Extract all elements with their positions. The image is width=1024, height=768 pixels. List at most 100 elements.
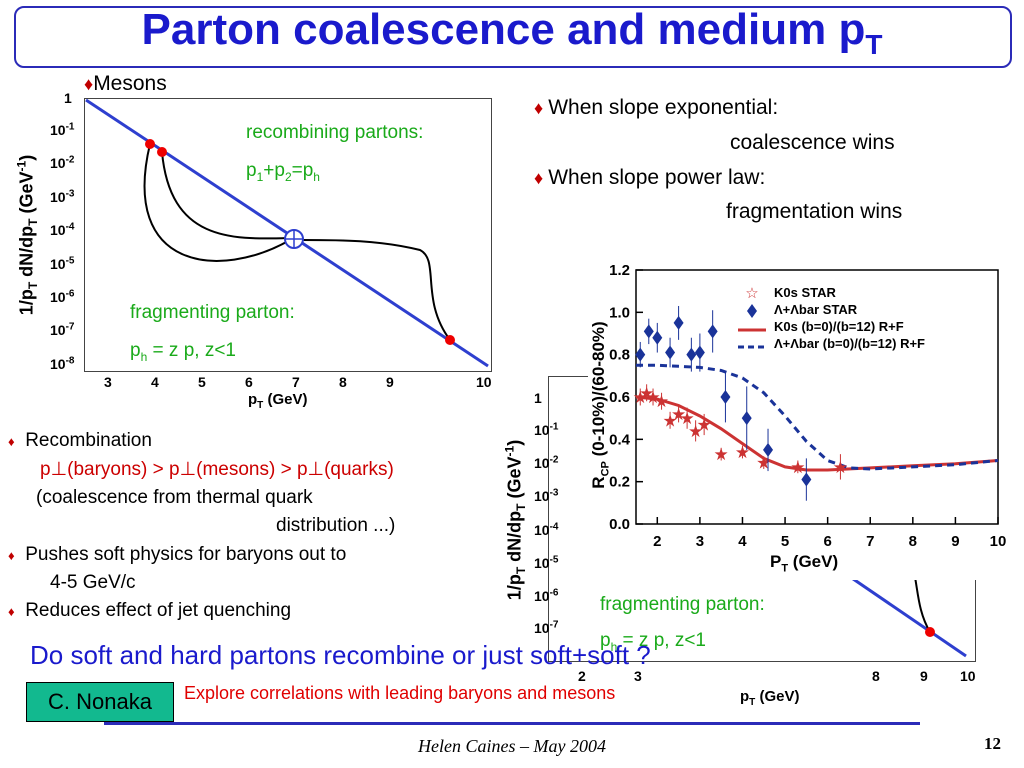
diamond-bullet-icon: ♦ (8, 604, 15, 619)
recombination-arrow (161, 151, 289, 240)
rcp-point-k0s: ★ (645, 388, 660, 408)
left-xtick: 7 (292, 374, 300, 390)
legend-diamond-icon (747, 304, 757, 318)
bottom-ytick: 10-3 (534, 487, 559, 504)
rcp-ytick-label: 0.2 (609, 474, 630, 491)
footer-divider (104, 722, 920, 725)
left-ytick: 10-4 (50, 221, 75, 238)
title-subscript: T (865, 28, 883, 60)
title-text: Parton coalescence and medium p (141, 5, 866, 54)
rcp-xtick-label: 3 (696, 533, 704, 550)
rcp-point-k0s: ★ (679, 409, 694, 429)
left-ytick: 10-5 (50, 255, 75, 272)
bottom-ytick: 10-5 (534, 554, 559, 571)
bullet-pushes: ♦ Pushes soft physics for baryons out to (8, 544, 347, 565)
legend-entry: K0s STAR (774, 285, 836, 300)
rcp-ytick-label: 0.0 (609, 516, 630, 533)
rcp-xtick-label: 4 (738, 533, 747, 550)
bullet-quenching: ♦ Reduces effect of jet quenching (8, 600, 292, 621)
legend-star-icon: ☆ (745, 284, 758, 302)
rcp-point-lambda (673, 315, 684, 330)
bottom-ytick: 10-1 (534, 421, 559, 438)
left-ytick: 10-1 (50, 121, 75, 138)
legend-entry: K0s (b=0)/(b=12) R+F (774, 319, 904, 334)
rcp-point-k0s: ★ (662, 411, 677, 431)
rcp-xtick-label: 10 (990, 533, 1007, 550)
coalescence-note: (coalescence from thermal quark (36, 487, 313, 508)
rcp-ytick-label: 1.0 (609, 304, 630, 321)
question-text: Do soft and hard partons recombine or ju… (30, 640, 651, 670)
left-xtick: 4 (151, 374, 159, 390)
bottom-xtick: 2 (578, 668, 586, 684)
bottom-xtick: 9 (920, 668, 928, 684)
rcp-point-k0s: ★ (654, 392, 669, 412)
bottom-spectrum-line (839, 568, 967, 658)
rcp-point-k0s: ★ (639, 384, 654, 404)
diamond-bullet-icon: ♦ (8, 434, 15, 449)
rcp-point-lambda (652, 330, 663, 345)
rcp-xtick-label: 5 (781, 533, 789, 550)
recombining-equation: p1+p2=ph (246, 160, 320, 184)
rcp-curve-lambda (636, 363, 999, 471)
left-ytick: 10-3 (50, 188, 75, 205)
rcp-point-k0s: ★ (756, 454, 771, 474)
rcp-point-lambda (763, 442, 774, 457)
diamond-bullet-icon: ♦ (8, 548, 15, 563)
rcp-point-lambda (694, 345, 705, 360)
distribution-note: distribution ...) (276, 515, 396, 536)
rcp-point-k0s: ★ (633, 388, 648, 408)
rcp-point-k0s: ★ (714, 445, 729, 465)
slope-exp-line: ♦ When slope exponential: (534, 96, 779, 119)
fragmenting-label: fragmenting parton: (130, 302, 295, 323)
rcp-ytick-label: 0.4 (609, 431, 631, 448)
rcp-point-lambda (707, 324, 718, 339)
pt-ordering: p⊥(baryons) > p⊥(mesons) > p⊥(quarks) (40, 459, 394, 480)
coalescence-wins: coalescence wins (730, 131, 895, 154)
rcp-xtick-label: 9 (951, 533, 959, 550)
left-ytick: 1 (64, 90, 72, 106)
rcp-xtick-label: 2 (653, 533, 661, 550)
slope-power-line: ♦ When slope power law: (534, 166, 766, 189)
rcp-ytick-label: 0.6 (609, 389, 630, 406)
left-xtick: 10 (476, 374, 492, 390)
explore-text: Explore correlations with leading baryon… (184, 683, 616, 703)
legend-entry: Λ+Λbar (b=0)/(b=12) R+F (774, 336, 925, 351)
legend-entry: Λ+Λbar STAR (774, 302, 858, 317)
rcp-xlabel: PT (GeV) (770, 552, 839, 575)
rcp-point-lambda (635, 347, 646, 362)
gev-range: 4-5 GeV/c (50, 572, 136, 593)
mesons-header: ♦Mesons (84, 72, 167, 96)
parton-dot (445, 335, 455, 345)
recombination-arrow (143, 143, 291, 262)
left-xtick: 9 (386, 374, 394, 390)
bottom-xtick: 10 (960, 668, 976, 684)
diamond-bullet-icon: ♦ (84, 74, 94, 94)
bottom-xtick: 8 (872, 668, 880, 684)
rcp-point-k0s: ★ (833, 458, 848, 478)
rcp-ytick-label: 0.8 (609, 347, 630, 364)
bottom-ytick: 1 (534, 390, 542, 406)
rcp-chart-panel (588, 262, 1006, 580)
left-xtick: 5 (198, 374, 206, 390)
nonaka-box: C. Nonaka (26, 682, 174, 722)
bullet-recombination: ♦ Recombination (8, 430, 152, 451)
rcp-xtick-label: 8 (909, 533, 917, 550)
bottom-ytick: 10-6 (534, 587, 559, 604)
parton-dot (925, 627, 935, 637)
bottom-fragmenting-label: fragmenting parton: (600, 594, 765, 615)
rcp-point-lambda (686, 347, 697, 362)
bottom-plot-xlabel: pT (GeV) (740, 688, 800, 708)
parton-dot (145, 139, 155, 149)
left-xtick: 8 (339, 374, 347, 390)
rcp-point-k0s: ★ (671, 405, 686, 425)
left-ytick: 10-2 (50, 154, 75, 171)
bottom-ytick: 10-4 (534, 521, 559, 538)
left-ytick: 10-7 (50, 321, 75, 338)
fragmenting-equation: ph = z p, z<1 (130, 340, 236, 364)
fragmentation-wins: fragmentation wins (726, 200, 903, 223)
rcp-point-lambda (720, 390, 731, 404)
rcp-point-k0s: ★ (688, 422, 703, 442)
rcp-point-lambda (643, 324, 654, 339)
